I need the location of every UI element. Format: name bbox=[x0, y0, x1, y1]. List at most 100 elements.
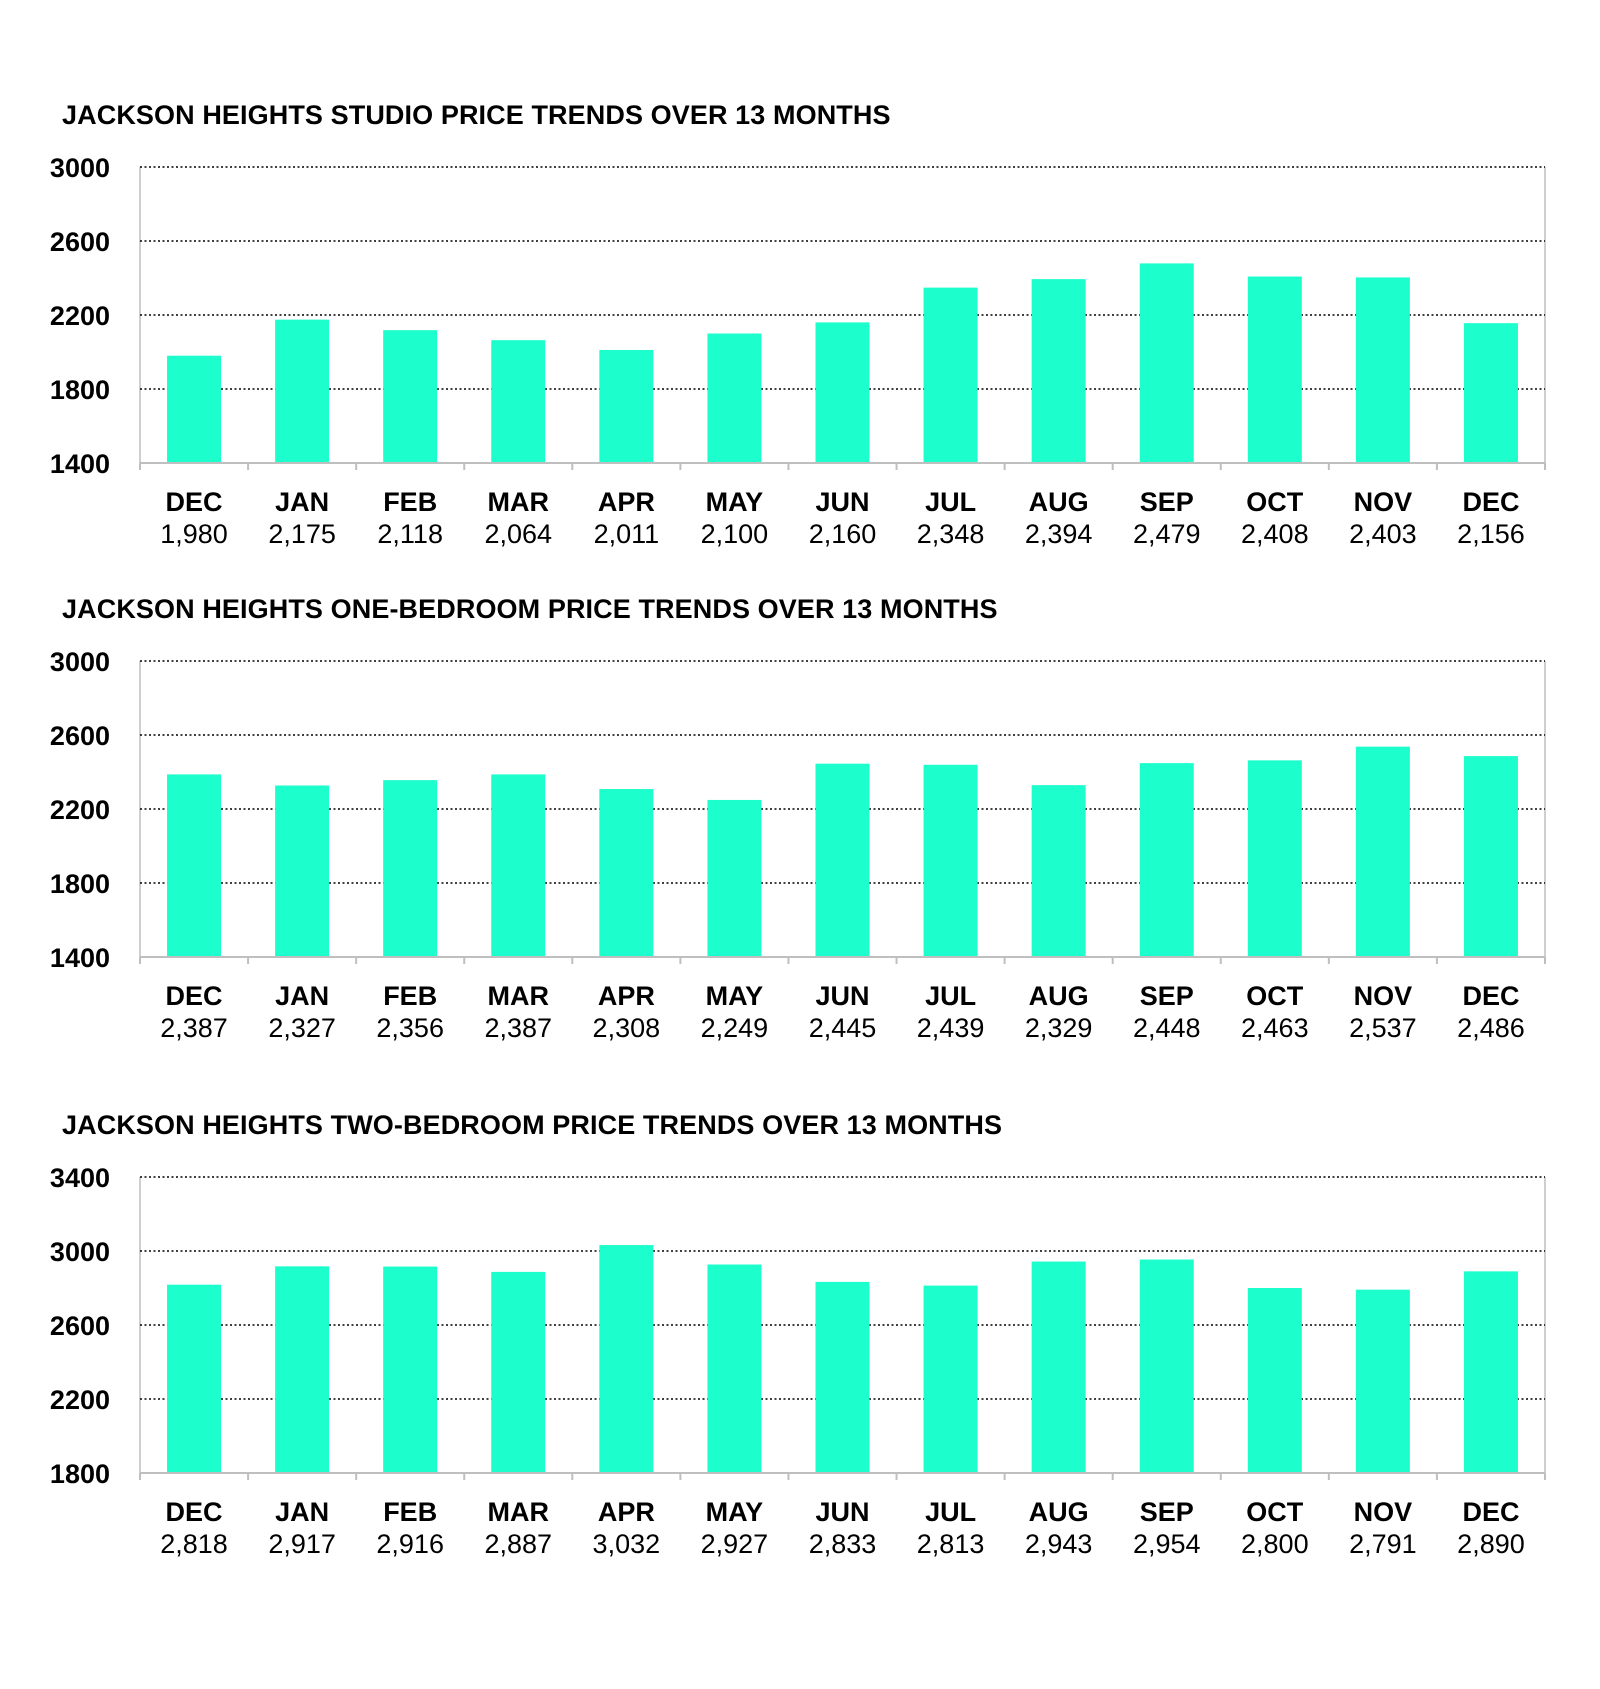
bar-jun bbox=[815, 1281, 870, 1473]
bar-apr bbox=[599, 349, 654, 463]
y-tick-label: 2600 bbox=[50, 227, 110, 257]
bar-jan bbox=[275, 319, 330, 463]
y-tick-label: 1800 bbox=[50, 1459, 110, 1489]
bar-chart-one-bedroom: 30002600220018001400DEC2,387JAN2,327FEB2… bbox=[50, 647, 1546, 1043]
bar-dec bbox=[167, 1284, 222, 1473]
x-category-label: JAN bbox=[275, 1497, 329, 1527]
x-category-label: DEC bbox=[1462, 487, 1519, 517]
x-value-label: 2,800 bbox=[1241, 1529, 1309, 1559]
bar-apr bbox=[599, 789, 654, 957]
x-value-label: 2,011 bbox=[594, 519, 660, 549]
x-category-label: FEB bbox=[383, 487, 437, 517]
x-value-label: 2,917 bbox=[268, 1529, 336, 1559]
bar-oct bbox=[1247, 1288, 1302, 1473]
y-tick-label: 1800 bbox=[50, 375, 110, 405]
bar-jan bbox=[275, 785, 330, 957]
y-tick-label: 3000 bbox=[50, 647, 110, 677]
x-category-label: MAY bbox=[706, 981, 764, 1011]
x-value-label: 2,387 bbox=[160, 1013, 228, 1043]
x-value-label: 2,833 bbox=[809, 1529, 877, 1559]
bar-nov bbox=[1355, 746, 1410, 957]
x-value-label: 2,445 bbox=[809, 1013, 877, 1043]
x-value-label: 2,329 bbox=[1025, 1013, 1093, 1043]
bar-dec bbox=[167, 355, 222, 463]
x-value-label: 2,916 bbox=[376, 1529, 444, 1559]
y-tick-label: 2200 bbox=[50, 301, 110, 331]
x-category-label: OCT bbox=[1246, 1497, 1304, 1527]
x-value-label: 2,439 bbox=[917, 1013, 985, 1043]
x-value-label: 2,387 bbox=[484, 1013, 552, 1043]
bar-mar bbox=[491, 1271, 546, 1473]
bar-jan bbox=[275, 1266, 330, 1473]
x-category-label: DEC bbox=[166, 487, 223, 517]
bar-mar bbox=[491, 774, 546, 957]
bar-may bbox=[707, 1264, 762, 1473]
x-value-label: 2,791 bbox=[1349, 1529, 1417, 1559]
x-value-label: 2,160 bbox=[809, 519, 877, 549]
y-tick-label: 2200 bbox=[50, 795, 110, 825]
y-tick-label: 3400 bbox=[50, 1163, 110, 1193]
x-category-label: JUN bbox=[815, 1497, 869, 1527]
bar-jul bbox=[923, 1285, 978, 1473]
x-category-label: AUG bbox=[1029, 487, 1089, 517]
bar-dec bbox=[1463, 323, 1518, 463]
x-value-label: 2,818 bbox=[160, 1529, 228, 1559]
x-category-label: JUN bbox=[815, 487, 869, 517]
y-tick-label: 2600 bbox=[50, 721, 110, 751]
y-tick-label: 3000 bbox=[50, 153, 110, 183]
bar-mar bbox=[491, 340, 546, 463]
bar-nov bbox=[1355, 277, 1410, 463]
x-category-label: FEB bbox=[383, 1497, 437, 1527]
bar-feb bbox=[383, 780, 438, 957]
x-value-label: 2,394 bbox=[1025, 519, 1093, 549]
y-tick-label: 1800 bbox=[50, 869, 110, 899]
x-value-label: 2,327 bbox=[268, 1013, 336, 1043]
x-category-label: MAY bbox=[706, 487, 764, 517]
bar-chart-studio: 30002600220018001400DEC1,980JAN2,175FEB2… bbox=[50, 153, 1546, 549]
y-tick-label: 1400 bbox=[50, 943, 110, 973]
bar-jul bbox=[923, 764, 978, 957]
x-category-label: AUG bbox=[1029, 981, 1089, 1011]
x-value-label: 2,118 bbox=[377, 519, 443, 549]
x-category-label: SEP bbox=[1140, 487, 1194, 517]
x-value-label: 1,980 bbox=[160, 519, 228, 549]
bar-dec bbox=[167, 774, 222, 957]
bar-feb bbox=[383, 1266, 438, 1473]
x-category-label: MAY bbox=[706, 1497, 764, 1527]
x-value-label: 2,308 bbox=[593, 1013, 661, 1043]
x-category-label: JUL bbox=[925, 1497, 976, 1527]
chart-title-one-bedroom: JACKSON HEIGHTS ONE-BEDROOM PRICE TRENDS… bbox=[62, 594, 998, 624]
x-value-label: 2,943 bbox=[1025, 1529, 1093, 1559]
x-value-label: 2,887 bbox=[484, 1529, 552, 1559]
x-value-label: 2,954 bbox=[1133, 1529, 1201, 1559]
x-category-label: OCT bbox=[1246, 487, 1304, 517]
x-value-label: 2,927 bbox=[701, 1529, 769, 1559]
x-value-label: 2,448 bbox=[1133, 1013, 1201, 1043]
x-value-label: 2,463 bbox=[1241, 1013, 1309, 1043]
x-category-label: JUL bbox=[925, 487, 976, 517]
x-category-label: APR bbox=[598, 1497, 655, 1527]
x-value-label: 2,479 bbox=[1133, 519, 1201, 549]
x-value-label: 2,537 bbox=[1349, 1013, 1417, 1043]
y-tick-label: 1400 bbox=[50, 449, 110, 479]
y-tick-label: 2200 bbox=[50, 1385, 110, 1415]
bar-jun bbox=[815, 322, 870, 463]
bar-apr bbox=[599, 1245, 654, 1473]
x-category-label: NOV bbox=[1354, 981, 1413, 1011]
bar-may bbox=[707, 799, 762, 957]
x-value-label: 2,813 bbox=[917, 1529, 985, 1559]
x-category-label: SEP bbox=[1140, 1497, 1194, 1527]
x-category-label: DEC bbox=[166, 981, 223, 1011]
x-category-label: MAR bbox=[488, 981, 550, 1011]
x-category-label: DEC bbox=[166, 1497, 223, 1527]
x-category-label: DEC bbox=[1462, 1497, 1519, 1527]
x-category-label: APR bbox=[598, 981, 655, 1011]
x-value-label: 2,100 bbox=[701, 519, 769, 549]
bar-dec bbox=[1463, 1271, 1518, 1473]
bar-oct bbox=[1247, 276, 1302, 463]
x-category-label: MAR bbox=[488, 1497, 550, 1527]
y-tick-label: 3000 bbox=[50, 1237, 110, 1267]
bar-sep bbox=[1139, 1259, 1194, 1473]
x-category-label: JUL bbox=[925, 981, 976, 1011]
x-category-label: DEC bbox=[1462, 981, 1519, 1011]
